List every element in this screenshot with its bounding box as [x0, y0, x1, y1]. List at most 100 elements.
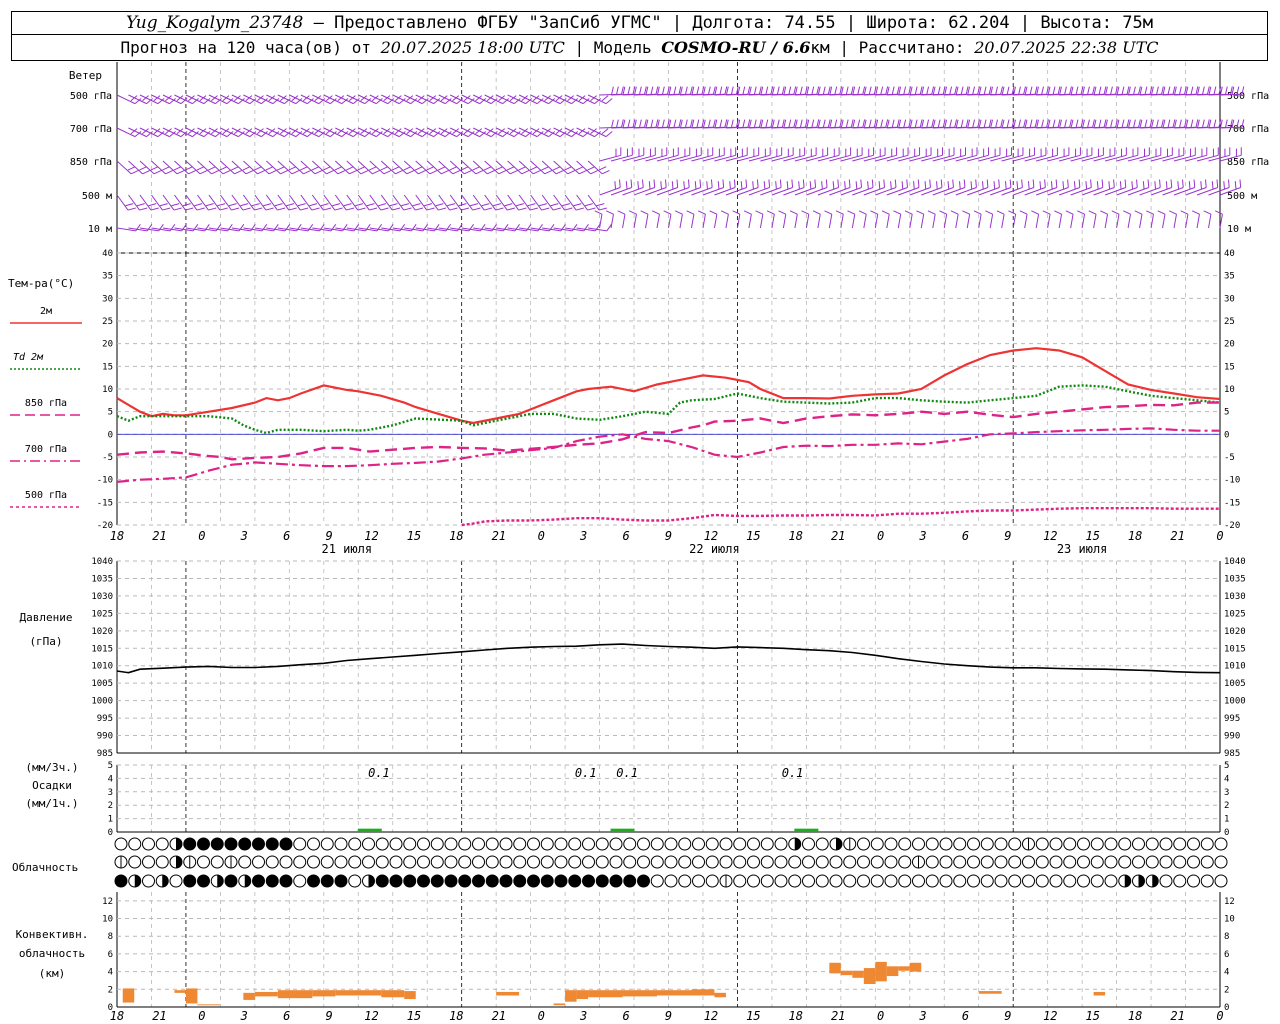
wind-barb-feather: [653, 179, 656, 188]
wind-barb-staff: [151, 194, 163, 211]
conv-hour-label: 15: [1086, 1009, 1100, 1023]
wind-barb-feather: [411, 224, 417, 232]
wind-barb-feather: [639, 86, 642, 95]
wind-barb-staff: [737, 187, 759, 196]
wind-barb-feather: [880, 119, 884, 128]
wind-barb-staff: [346, 127, 366, 138]
wind-barb-feather: [1103, 86, 1107, 95]
wind-barb-staff: [1116, 214, 1120, 229]
wind-barb-feather: [135, 224, 141, 232]
wind-barb-staff: [449, 194, 462, 211]
wind-barb-staff: [898, 154, 920, 162]
wind-barb-feather: [822, 86, 826, 95]
wind-barb-feather: [1004, 181, 1007, 190]
wind-barb-staff: [553, 160, 569, 175]
wind-barb-staff: [714, 187, 736, 196]
conv-hour-label: 21: [492, 1009, 506, 1023]
cloud-circle: [375, 837, 389, 851]
wind-barb-staff: [151, 227, 171, 232]
wind-barb-feather: [1133, 86, 1136, 95]
temp-series-line: [116, 401, 1220, 461]
cloud-circle: [1090, 874, 1104, 888]
wind-barb-feather: [169, 131, 176, 138]
wind-barb-staff: [553, 127, 572, 138]
conv-cloud-bar: [863, 968, 876, 984]
wind-barb-feather: [630, 179, 633, 188]
press-tick-label-right: 1040: [1224, 557, 1246, 567]
cloud-circle: [348, 855, 362, 869]
wind-barb-feather: [837, 179, 840, 188]
wind-barb-feather: [1101, 179, 1104, 188]
wind-barb-staff: [840, 187, 862, 196]
cloud-circle: [980, 855, 994, 869]
cloud-circle: [472, 837, 485, 851]
temp-tick-label-left: 5: [108, 408, 113, 418]
wind-barb-feather: [1024, 119, 1028, 128]
temp-title: Тем-ра(°C): [8, 277, 74, 290]
wind-barb-feather: [706, 181, 708, 190]
wind-barb-staff: [231, 160, 247, 175]
wind-barb-staff: [828, 214, 833, 229]
cloud-half-mark: [368, 875, 375, 887]
wind-barb-feather: [1180, 210, 1189, 215]
conv-cloud-bar: [875, 961, 887, 982]
wind-barb-feather: [722, 179, 725, 188]
wind-barb-staff: [243, 160, 258, 175]
cloud-circle: [870, 837, 884, 851]
wind-barb-feather: [873, 86, 877, 95]
wind-barb-staff: [645, 187, 667, 196]
cloud-circle: [1159, 855, 1173, 869]
wind-barb-staff: [1173, 214, 1177, 229]
cloud-circle: [417, 874, 430, 888]
press-tick-label-right: 1015: [1224, 644, 1246, 654]
wind-barb-feather: [622, 119, 626, 128]
wind-barb-feather: [582, 98, 590, 105]
wind-barb-feather: [1156, 86, 1159, 95]
wind-barb-staff: [197, 194, 209, 211]
wind-barb-feather: [219, 166, 228, 171]
cloud-circle: [1063, 855, 1077, 869]
wind-barb-feather: [862, 86, 866, 95]
cloud-circle: [967, 874, 980, 888]
wind-barb-feather: [284, 131, 291, 138]
wind-barb-feather: [203, 98, 211, 105]
wind-barb-feather: [461, 207, 470, 211]
cloud-circle: [183, 837, 197, 851]
cloud-half-mark: [176, 856, 182, 868]
wind-barb-staff: [426, 194, 439, 211]
wind-barb-feather: [1090, 179, 1092, 188]
wind-barb-feather: [986, 179, 989, 188]
cloud-half-mark: [836, 838, 842, 850]
wind-barb-staff: [576, 127, 595, 138]
wind-barb-feather: [878, 181, 881, 190]
wind-barb-feather: [1001, 86, 1005, 95]
wind-barb-feather: [932, 119, 936, 128]
wind-barb-feather: [903, 119, 907, 128]
wind-barb-feather: [286, 203, 295, 207]
wind-barb-feather: [537, 224, 543, 232]
cloud-circle: [458, 874, 472, 888]
wind-barb-feather: [972, 86, 976, 95]
wind-barb-feather: [383, 170, 392, 175]
wind-barb-staff: [254, 194, 267, 211]
wind-barb-staff: [174, 127, 193, 138]
wind-barb-feather: [567, 170, 576, 175]
wind-barb-feather: [1144, 86, 1148, 95]
wind-barb-feather: [410, 131, 418, 138]
wind-barb-feather: [845, 119, 849, 128]
wind-barb-staff: [220, 194, 232, 211]
wind-barb-staff: [162, 94, 182, 105]
wind-barb-feather: [931, 119, 935, 128]
wind-barb-staff: [116, 160, 132, 175]
wind-barb-feather: [812, 210, 821, 215]
wind-barb-feather: [786, 181, 789, 190]
wind-barb-staff: [197, 127, 216, 138]
wind-barb-staff: [116, 127, 136, 138]
wind-barb-feather: [192, 98, 199, 105]
cloud-circle: [197, 874, 210, 888]
wind-barb-staff: [507, 160, 523, 175]
cloud-circle: [994, 874, 1008, 888]
wind-barb-staff: [713, 214, 718, 229]
wind-barb-feather: [798, 181, 800, 190]
